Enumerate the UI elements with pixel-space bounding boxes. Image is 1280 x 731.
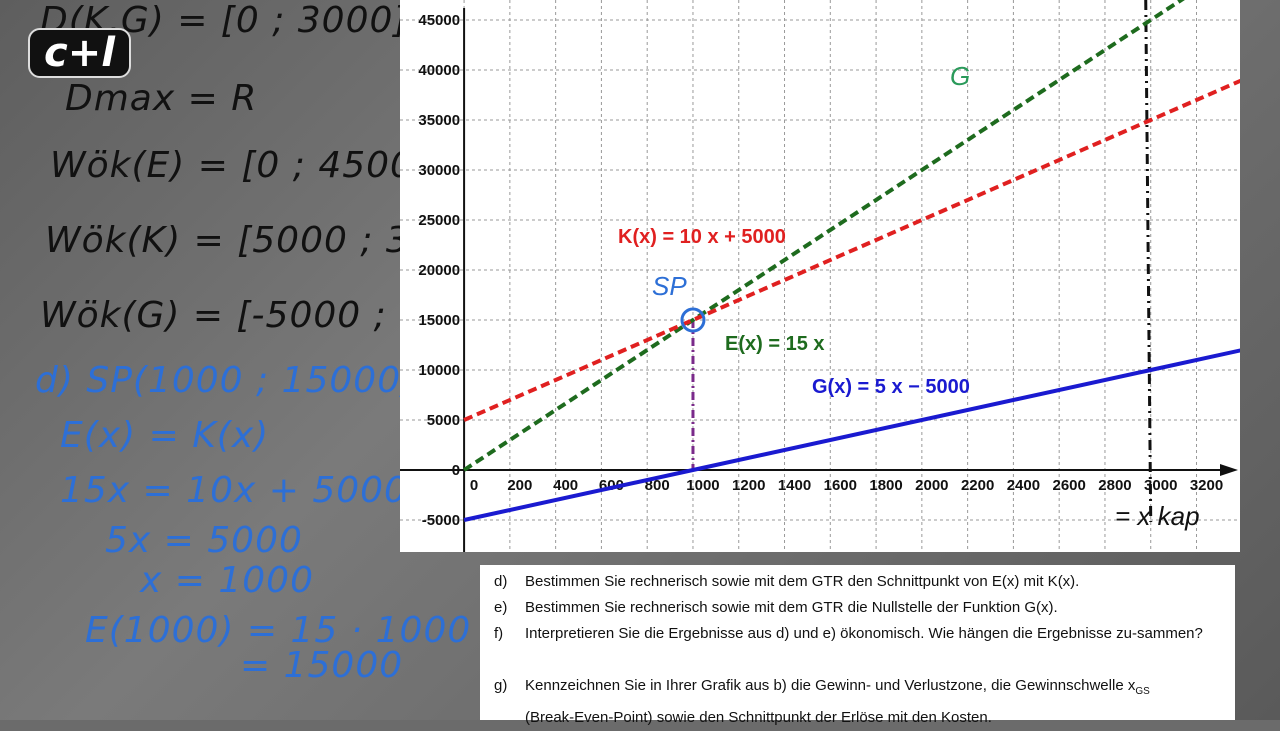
- y-tick-label: 5000: [427, 412, 460, 429]
- x-tick-label: 2800: [1098, 477, 1131, 494]
- x-tick-label: 200: [507, 477, 532, 494]
- x-axis-arrow: [1220, 464, 1238, 476]
- task-text: Interpretieren Sie die Ergebnisse aus d)…: [525, 621, 1214, 647]
- task: e) Bestimmen Sie rechnerisch sowie mit de…: [494, 595, 1214, 621]
- x-tick-label: 3200: [1190, 477, 1223, 494]
- y-tick-label: 20000: [418, 262, 460, 279]
- chart: 0 200 400 600 800 1000 1200 1400 1600 1800 2000 220…: [400, 0, 1240, 552]
- task-text: Kennzeichnen Sie in Ihrer Grafik aus b) …: [525, 673, 1214, 731]
- x-tick-label: 1400: [778, 477, 811, 494]
- x-tick-label: 1600: [824, 477, 857, 494]
- x-tick-label: 400: [553, 477, 578, 494]
- note: d) SP(1000 ; 15000): [35, 360, 417, 401]
- task-list: d) Bestimmen Sie rechnerisch sowie mit de…: [480, 565, 1235, 726]
- series-label: K(x) = 10 x + 5000: [618, 226, 786, 248]
- x-tick-label: 1000: [686, 477, 719, 494]
- x-tick-label: 2400: [1007, 477, 1040, 494]
- task: d) Bestimmen Sie rechnerisch sowie mit de…: [494, 569, 1214, 595]
- y-tick-label: 40000: [418, 62, 460, 79]
- series-line: [463, 78, 1240, 422]
- x-tick-label: 1800: [869, 477, 902, 494]
- note: E(1000) = 15 · 1000: [85, 610, 472, 651]
- y-tick-label: -5000: [422, 512, 460, 529]
- task-text: Bestimmen Sie rechnerisch sowie mit dem …: [525, 595, 1214, 621]
- annotation: = x kap: [1115, 501, 1200, 531]
- task-text-part: Kennzeichnen Sie in Ihrer Grafik aus b) …: [525, 677, 1136, 694]
- y-tick-label: 15000: [418, 312, 460, 329]
- series-line: [463, 348, 1240, 522]
- note: 5x = 5000: [105, 520, 303, 561]
- task-text-part: Bestimmen Sie rechnerisch sowie mit dem …: [525, 599, 1058, 616]
- x-tick-label: 2200: [961, 477, 994, 494]
- x-tick-label: 2000: [915, 477, 948, 494]
- note: 15x = 10x + 5000: [60, 470, 408, 511]
- task-subscript: GS: [1135, 686, 1150, 697]
- x-tick-label: 3000: [1144, 477, 1177, 494]
- task-letter: d): [494, 573, 508, 590]
- note: Wök(E) = [0 ; 45000]: [50, 145, 453, 186]
- task: g) Kennzeichnen Sie in Ihrer Grafik aus b…: [494, 673, 1214, 731]
- series-label: G(x) = 5 x − 5000: [812, 376, 970, 398]
- x-tick-label: 800: [645, 477, 670, 494]
- x-tick-label: 1200: [732, 477, 765, 494]
- note: E(x) = K(x): [60, 415, 270, 456]
- task-letter: g): [494, 677, 508, 694]
- note: x = 1000: [140, 560, 314, 601]
- task: f) Interpretieren Sie die Ergebnisse aus …: [494, 621, 1214, 647]
- x-tick-label: 2600: [1052, 477, 1085, 494]
- task-text: Bestimmen Sie rechnerisch sowie mit dem …: [525, 569, 1214, 595]
- task-text-part: Interpretieren Sie die Ergebnisse aus d)…: [525, 625, 1203, 642]
- note: = 15000: [240, 645, 404, 686]
- annotation: G: [950, 61, 970, 91]
- x-tick-label: 0: [470, 477, 478, 494]
- series-label: E(x) = 15 x: [725, 333, 825, 355]
- logo: c+l: [28, 28, 131, 78]
- plot-background: [400, 0, 1240, 552]
- y-tick-label: 25000: [418, 212, 460, 229]
- annotation: SP: [652, 271, 687, 301]
- y-tick-label: 35000: [418, 112, 460, 129]
- task-text-part: (Break-Even-Point) sowie den Schnittpunk…: [525, 709, 992, 726]
- y-tick-label: 10000: [418, 362, 460, 379]
- y-tick-label: 30000: [418, 162, 460, 179]
- note: Dmax = R: [65, 78, 258, 119]
- intersection-marker: [680, 307, 706, 333]
- task-letter: e): [494, 599, 508, 616]
- series-line: [462, 0, 1185, 472]
- y-tick-label: 45000: [418, 12, 460, 29]
- handwritten-notes: D(K,G) = [0 ; 3000] Dmax = R Wök(E) = [0 ;…: [0, 0, 533, 720]
- task-text-part: Bestimmen Sie rechnerisch sowie mit dem …: [525, 573, 1080, 590]
- task-letter: f): [494, 625, 504, 642]
